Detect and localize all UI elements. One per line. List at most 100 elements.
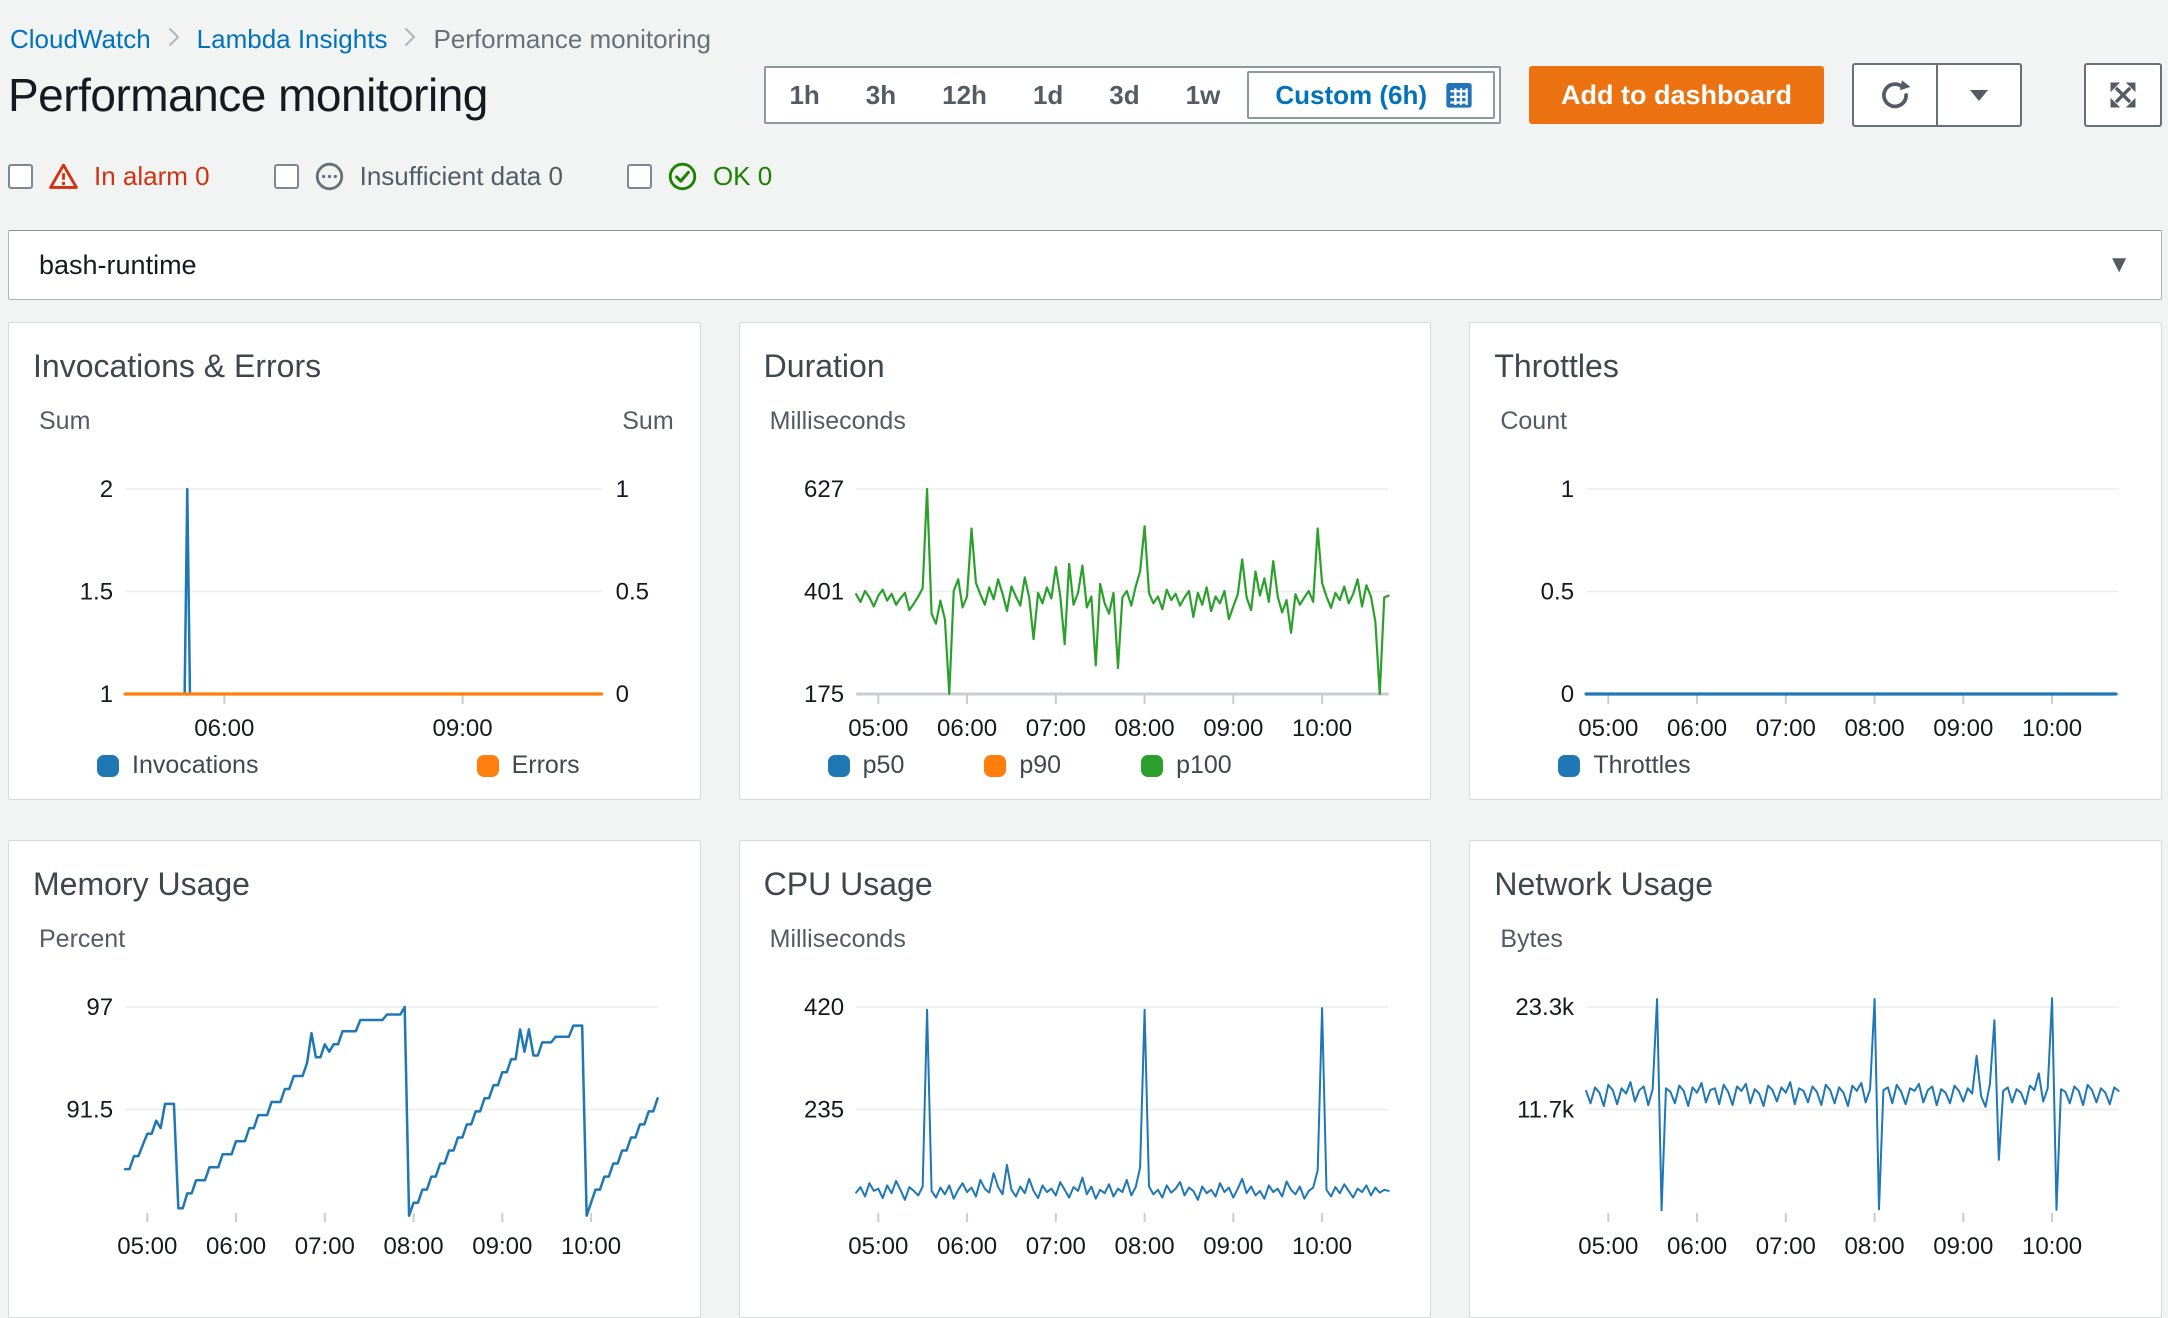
y-axis-right-tick-label: 0.5 [616,579,649,606]
add-to-dashboard-button[interactable]: Add to dashboard [1529,66,1824,124]
y-axis-tick-label: 11.7k [1517,1097,1575,1124]
chart-legend: Invocations Errors [97,751,580,780]
x-axis-tick-label: 07:00 [1756,715,1816,742]
legend-item-p50[interactable]: p50 [827,751,904,780]
x-axis-tick-label: 06:00 [1667,1233,1727,1260]
x-axis-tick-label: 05:00 [117,1233,177,1260]
legend-item-throttles[interactable]: Throttles [1558,751,1691,780]
filter-in-alarm-label: In alarm 0 [94,161,210,191]
chart-plot-cpu-usage: 420 235 05:00 06:00 07:00 08:00 09:00 10:00 [804,994,1390,1260]
chart-card-cpu-usage: CPU Usage Milliseconds 420 235 05:00 06:00 07:… [738,840,1432,1318]
chart-plot-memory-usage: 97 91.5 05:00 06:00 07:00 08:00 09:00 10:00 [66,994,659,1260]
y-axis-tick-label: 1 [100,681,113,708]
x-axis-tick-label: 05:00 [848,715,908,742]
charts-grid: Invocations & Errors Sum Sum 2 1.5 1 1 0.5 0 06:0… [8,322,2162,1318]
y-axis-tick-label: 91.5 [66,1097,113,1124]
legend-item-invocations[interactable]: Invocations [97,751,258,780]
refresh-button[interactable] [1852,63,1938,127]
refresh-icon [1877,77,1913,113]
x-axis-tick-label: 05:00 [1579,1233,1639,1260]
legend-label: Invocations [132,751,259,779]
y-axis-unit-label: Bytes [1500,925,1563,953]
chart-card-invocations-errors: Invocations & Errors Sum Sum 2 1.5 1 1 0.5 0 06:0… [8,322,701,800]
function-select[interactable]: bash-runtime ▼ [8,230,2162,300]
time-option-1h[interactable]: 1h [789,80,820,110]
time-option-1w[interactable]: 1w [1185,80,1221,110]
time-option-3d[interactable]: 3d [1109,80,1140,110]
legend-item-p90[interactable]: p90 [984,751,1061,780]
caret-down-icon [1967,87,1991,103]
time-range-control: 1h 3h 12h 1d 3d 1w Custom (6h) [764,66,1501,124]
refresh-options-button[interactable] [1938,63,2022,127]
series-line-p100 [854,487,1390,696]
x-axis-tick-label: 10:00 [1292,1233,1352,1260]
y-axis-tick-label: 0 [1561,681,1574,708]
chart-plot-network-usage: 23.3k 11.7k 05:00 06:00 07:00 08:00 09:00 10:00 [1516,994,2120,1260]
chart-card-throttles: Throttles Count 1 0.5 0 05:00 06:00 07:00 08:00 0… [1469,322,2162,800]
legend-swatch [97,754,119,777]
x-axis-tick-label: 09:00 [1934,715,1994,742]
x-axis-tick-label: 08:00 [1845,715,1905,742]
y-axis-unit-label: Sum [39,407,91,435]
filter-insufficient-data[interactable]: Insufficient data 0 [273,161,563,192]
x-axis-tick-label: 07:00 [1025,715,1085,742]
x-axis-tick-label: 08:00 [384,1233,444,1260]
x-axis-tick-label: 06:00 [206,1233,266,1260]
breadcrumb-chevron-icon [167,24,181,55]
y-axis-unit-label: Count [1500,407,1568,435]
legend-item-p100[interactable]: p100 [1141,751,1232,780]
y-axis-tick-label: 175 [804,681,844,708]
time-option-custom[interactable]: Custom (6h) [1247,71,1495,119]
time-option-3h[interactable]: 3h [865,80,897,110]
chart-title-cpu-usage: CPU Usage [763,866,933,902]
filter-ok-label: OK 0 [712,161,773,191]
chart-title-memory-usage: Memory Usage [33,866,250,902]
y-axis-right-tick-label: 0 [616,681,629,708]
chart-legend: Throttles [1558,751,2137,780]
x-axis-tick-label: 08:00 [1114,1233,1174,1260]
time-option-12h[interactable]: 12h [942,80,987,110]
insufficient-data-icon [314,161,345,192]
page: CloudWatch Lambda Insights Performance m… [0,24,2168,1318]
chart-units-row: Count [1500,407,2135,437]
custom-range-label: Custom (6h) [1275,79,1427,110]
y-axis-tick-label: 23.3k [1516,994,1576,1021]
chart-title-throttles: Throttles [1494,348,1619,384]
ok-check-icon [667,161,698,192]
chart-card-network-usage: Network Usage Bytes 23.3k 11.7k 05:00 06:00 07… [1469,840,2162,1318]
y-axis-unit-label: Milliseconds [769,407,906,435]
filter-ok[interactable]: OK 0 [626,161,773,192]
filter-in-alarm[interactable]: In alarm 0 [8,161,210,192]
y-axis-tick-label: 97 [86,994,113,1021]
x-axis-tick-label: 07:00 [1756,1233,1816,1260]
time-option-1d[interactable]: 1d [1032,80,1064,110]
legend-label: p90 [1019,751,1062,779]
select-caret-icon: ▼ [2107,251,2131,278]
ok-checkbox[interactable] [626,164,652,189]
x-axis-tick-label: 08:00 [1114,715,1174,742]
expand-diagonal-icon [2106,78,2140,112]
y-axis-tick-label: 401 [804,579,844,606]
chart-title-invocations-errors: Invocations & Errors [33,348,322,384]
chart-card-memory-usage: Memory Usage Percent 97 91.5 05:00 06:00 07:00… [8,840,701,1318]
y-axis-tick-label: 627 [804,476,844,503]
x-axis-tick-label: 07:00 [1025,1233,1085,1260]
fullscreen-button[interactable] [2084,63,2162,127]
insufficient-data-checkbox[interactable] [273,164,299,189]
chart-units-row: Percent [39,925,674,955]
breadcrumb-cloudwatch[interactable]: CloudWatch [10,24,151,54]
x-axis-tick-label: 06:00 [937,1233,997,1260]
y-axis-tick-label: 1 [1561,476,1574,503]
calendar-icon [1443,79,1475,111]
breadcrumb: CloudWatch Lambda Insights Performance m… [10,24,2162,55]
alarm-triangle-icon [48,161,79,192]
legend-item-errors[interactable]: Errors [476,751,580,780]
legend-swatch [1558,754,1581,777]
x-axis-tick-label: 09:00 [1934,1233,1994,1260]
x-axis-tick-label: 10:00 [1292,715,1352,742]
in-alarm-checkbox[interactable] [8,164,33,189]
breadcrumb-lambda-insights[interactable]: Lambda Insights [196,24,388,54]
chart-legend: p50 p90 p100 [827,751,1407,780]
y-axis-tick-label: 235 [804,1097,844,1124]
legend-label: p100 [1176,751,1232,779]
